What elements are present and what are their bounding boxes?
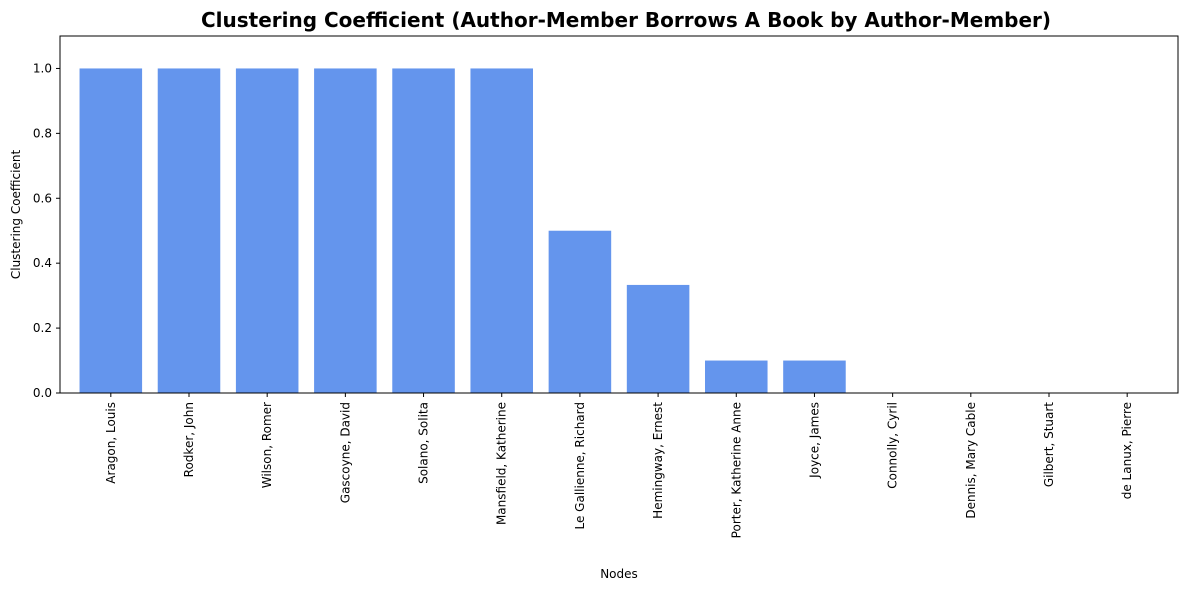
bar-8 [705,360,768,393]
x-tick-label-11: Dennis, Mary Cable [964,402,978,519]
chart-title: Clustering Coefficient (Author-Member Bo… [201,8,1051,32]
x-tick-label-13: de Lanux, Pierre [1120,402,1134,499]
x-tick-label-7: Hemingway, Ernest [651,402,665,519]
bar-0 [79,68,143,394]
bar-1 [157,68,221,394]
plot-frame [59,35,1179,394]
x-tick-label-10: Connolly, Cyril [886,402,900,489]
x-tick-label-0: Aragon, Louis [104,402,118,484]
x-tick-label-5: Mansfield, Katherine [495,402,509,525]
y-tick-label-4: 0.8 [33,126,52,140]
x-tick-label-1: Rodker, John [182,402,196,477]
x-tick-label-3: Gascoyne, David [338,402,352,503]
x-tick-label-8: Porter, Katherine Anne [729,402,743,538]
bar-2 [235,68,299,394]
x-tick-label-4: Solano, Solita [417,402,431,484]
bars-group [79,68,846,394]
bar-7 [626,284,690,393]
y-tick-label-2: 0.4 [33,256,52,270]
x-tick-label-2: Wilson, Romer [260,402,274,488]
bar-3 [314,68,377,394]
bar-5 [470,68,533,394]
y-tick-label-1: 0.2 [33,321,52,335]
bar-6 [548,230,612,393]
x-axis-label: Nodes [600,567,638,581]
bar-4 [392,68,455,394]
x-tick-label-12: Gilbert, Stuart [1042,402,1056,487]
x-tick-label-6: Le Gallienne, Richard [573,402,587,530]
y-tick-label-0: 0.0 [33,386,52,400]
y-axis-label: Clustering Coefficient [9,150,23,280]
x-tick-label-9: Joyce, James [807,402,821,479]
bar-9 [783,360,846,393]
y-tick-label-5: 1.0 [33,61,52,75]
y-tick-label-3: 0.6 [33,191,52,205]
y-axis-ticks: 0.0 0.2 0.4 0.6 0.8 1.0 [33,61,60,400]
x-axis-ticks: Aragon, Louis Rodker, John Wilson, Romer Ga… [104,393,1134,538]
